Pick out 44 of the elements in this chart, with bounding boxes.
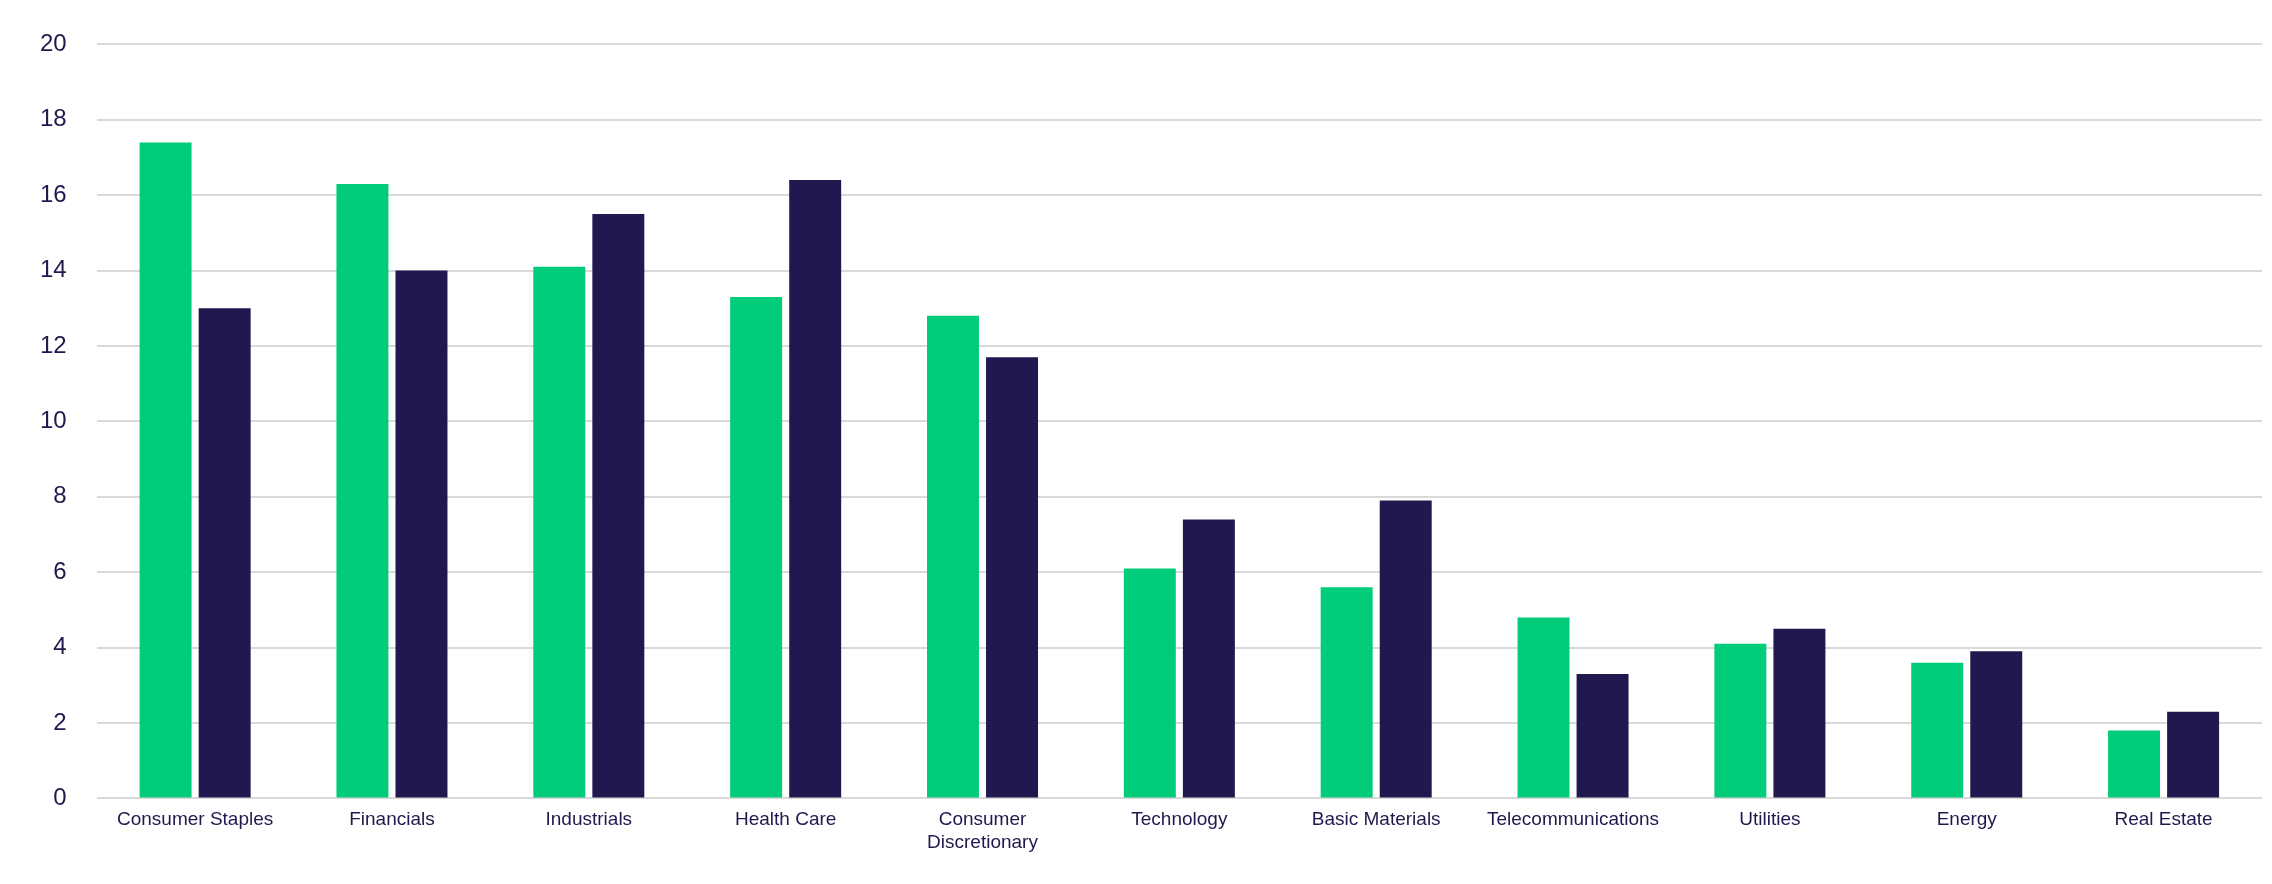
bar bbox=[1714, 643, 1767, 798]
y-tick-label: 12 bbox=[39, 330, 67, 358]
x-tick-label: Telecommunications bbox=[1486, 808, 1660, 830]
x-tick-label: Financials bbox=[349, 808, 435, 830]
x-tick-label: Utilities bbox=[1739, 808, 1801, 830]
y-tick-label: 16 bbox=[39, 179, 67, 207]
bar bbox=[1773, 628, 1826, 798]
bar bbox=[926, 315, 979, 798]
bar bbox=[533, 266, 586, 798]
y-tick-label: 20 bbox=[39, 29, 67, 57]
y-tick-label: 14 bbox=[39, 255, 67, 283]
bar bbox=[1911, 662, 1964, 798]
bar bbox=[139, 142, 192, 798]
y-tick-label: 8 bbox=[53, 481, 67, 509]
x-tick-label: Basic Materials bbox=[1311, 808, 1441, 830]
y-tick-label: 6 bbox=[53, 556, 67, 584]
bar bbox=[1320, 587, 1373, 798]
y-tick-label: 0 bbox=[53, 783, 67, 811]
y-tick-label: 2 bbox=[53, 707, 67, 735]
bar bbox=[730, 296, 783, 798]
bar bbox=[1576, 673, 1629, 798]
x-tick-label: Real Estate bbox=[2114, 808, 2213, 830]
x-tick-label: Consumer Staples bbox=[116, 808, 274, 830]
y-tick-label: 4 bbox=[53, 632, 67, 660]
bar bbox=[336, 183, 389, 798]
bar bbox=[986, 357, 1039, 798]
bar bbox=[198, 308, 251, 798]
bar bbox=[1379, 500, 1432, 798]
x-tick-label: Consumer Discretionary bbox=[927, 808, 1039, 852]
bar bbox=[789, 180, 842, 798]
y-tick-label: 18 bbox=[39, 104, 67, 132]
bar bbox=[2167, 711, 2220, 798]
bar bbox=[592, 214, 645, 798]
y-tick-label: 10 bbox=[39, 406, 67, 434]
bar bbox=[1182, 519, 1235, 798]
bar bbox=[2108, 730, 2161, 798]
x-tick-label: Industrials bbox=[545, 808, 633, 830]
x-tick-label: Technology bbox=[1131, 808, 1228, 830]
x-tick-label: Health Care bbox=[734, 808, 837, 830]
x-tick-label: Energy bbox=[1936, 808, 1998, 830]
bar bbox=[1517, 617, 1570, 798]
bar bbox=[1970, 651, 2023, 798]
bar bbox=[1123, 568, 1176, 798]
bar bbox=[395, 270, 448, 798]
